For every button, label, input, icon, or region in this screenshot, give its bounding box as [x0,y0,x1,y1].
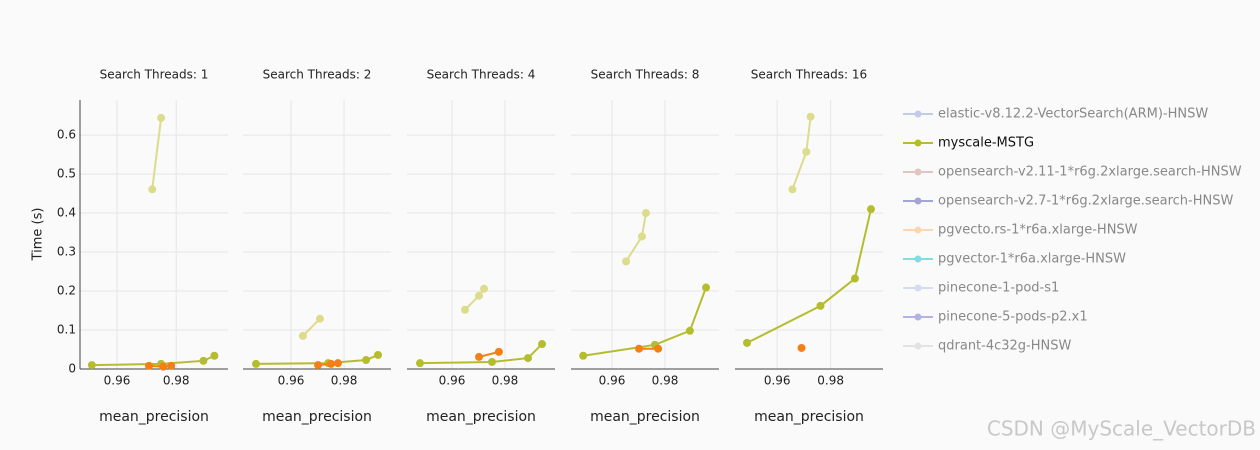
legend-marker [914,168,922,176]
legend-marker [914,226,922,234]
x-axis-label: mean_precision [590,409,700,425]
data-point [685,326,694,335]
data-point [654,344,663,353]
panel-title: Search Threads: 2 [263,68,372,82]
legend-marker [914,110,922,118]
data-point [314,361,323,370]
legend-marker [914,284,922,292]
legend-label[interactable]: opensearch-v2.7-1*r6g.2xlarge.search-HNS… [938,194,1233,209]
data-point [788,185,797,194]
legend-marker [914,313,922,321]
series-line [419,343,543,365]
x-tick-label: 0.98 [331,374,358,388]
data-point [702,283,711,292]
data-point [579,351,588,360]
data-point [475,352,484,361]
data-point [157,113,166,122]
y-tick-label: 0.6 [57,128,76,142]
data-point [622,257,631,266]
panel-title: Search Threads: 4 [427,68,536,82]
data-point [797,343,806,352]
data-point [850,274,859,283]
data-point [806,112,815,121]
data-point [475,291,484,300]
legend-label[interactable]: pgvecto.rs-1*r6a.xlarge-HNSW [938,223,1138,238]
data-point [298,331,307,340]
x-tick-label: 0.96 [764,374,791,388]
data-point [538,340,547,349]
panel-title: Search Threads: 1 [100,68,209,82]
data-point [743,338,752,347]
x-tick-label: 0.98 [652,374,679,388]
x-axis-label: mean_precision [426,409,536,425]
legend-marker [914,139,922,147]
y-axis-label: Time (s) [31,208,46,262]
x-tick-label: 0.96 [439,374,466,388]
x-tick-label: 0.98 [817,374,844,388]
data-point [148,185,157,194]
legend-label[interactable]: pinecone-5-pods-p2.x1 [938,310,1088,325]
legend-label[interactable]: pinecone-1-pod-s1 [938,281,1059,296]
data-point [327,359,336,368]
data-point [144,361,153,370]
data-point [251,359,260,368]
data-point [816,301,825,310]
series-line [746,208,872,344]
y-tick-label: 0 [68,362,76,376]
data-point [635,344,644,353]
legend-marker [914,255,922,263]
data-point [460,305,469,314]
y-tick-label: 0.1 [57,323,76,337]
data-point [480,284,489,293]
data-point [523,354,532,363]
x-tick-label: 0.96 [104,374,131,388]
x-axis-label: mean_precision [262,409,372,425]
legend-label[interactable]: elastic-v8.12.2-VectorSearch(ARM)-HNSW [938,107,1208,122]
panel-title: Search Threads: 8 [591,68,700,82]
data-point [487,357,496,366]
y-tick-label: 0.5 [57,167,76,181]
legend-marker [914,342,922,350]
data-point [802,147,811,156]
data-point [494,347,503,356]
data-point [415,359,424,368]
series-line [302,318,321,337]
series-line [151,117,163,190]
data-point [637,232,646,241]
data-point [167,361,176,370]
data-point [641,209,650,218]
data-point [199,356,208,365]
legend-label[interactable]: opensearch-v2.11-1*r6g.2xlarge.search-HN… [938,165,1242,180]
y-tick-label: 0.4 [57,206,76,220]
legend-label[interactable]: myscale-MSTG [938,136,1034,151]
y-tick-label: 0.3 [57,245,76,259]
x-tick-label: 0.96 [599,374,626,388]
watermark: CSDN @MyScale_VectorDB [987,417,1256,441]
data-point [362,356,371,365]
data-point [159,362,168,371]
x-tick-label: 0.98 [163,374,190,388]
series-line [255,354,379,365]
data-point [315,314,324,323]
data-point [866,205,875,214]
y-tick-label: 0.2 [57,284,76,298]
series-line [91,354,215,367]
x-tick-label: 0.96 [278,374,305,388]
data-point [210,351,219,360]
data-point [333,359,342,368]
data-point [87,361,96,370]
series-line [583,287,707,357]
legend-marker [914,197,922,205]
legend-label[interactable]: qdrant-4c32g-HNSW [938,339,1071,354]
x-tick-label: 0.98 [492,374,519,388]
panel-title: Search Threads: 16 [751,68,867,82]
data-point [374,350,383,359]
x-axis-label: mean_precision [754,409,864,425]
x-axis-label: mean_precision [99,409,209,425]
legend-label[interactable]: pgvector-1*r6a.xlarge-HNSW [938,252,1126,267]
